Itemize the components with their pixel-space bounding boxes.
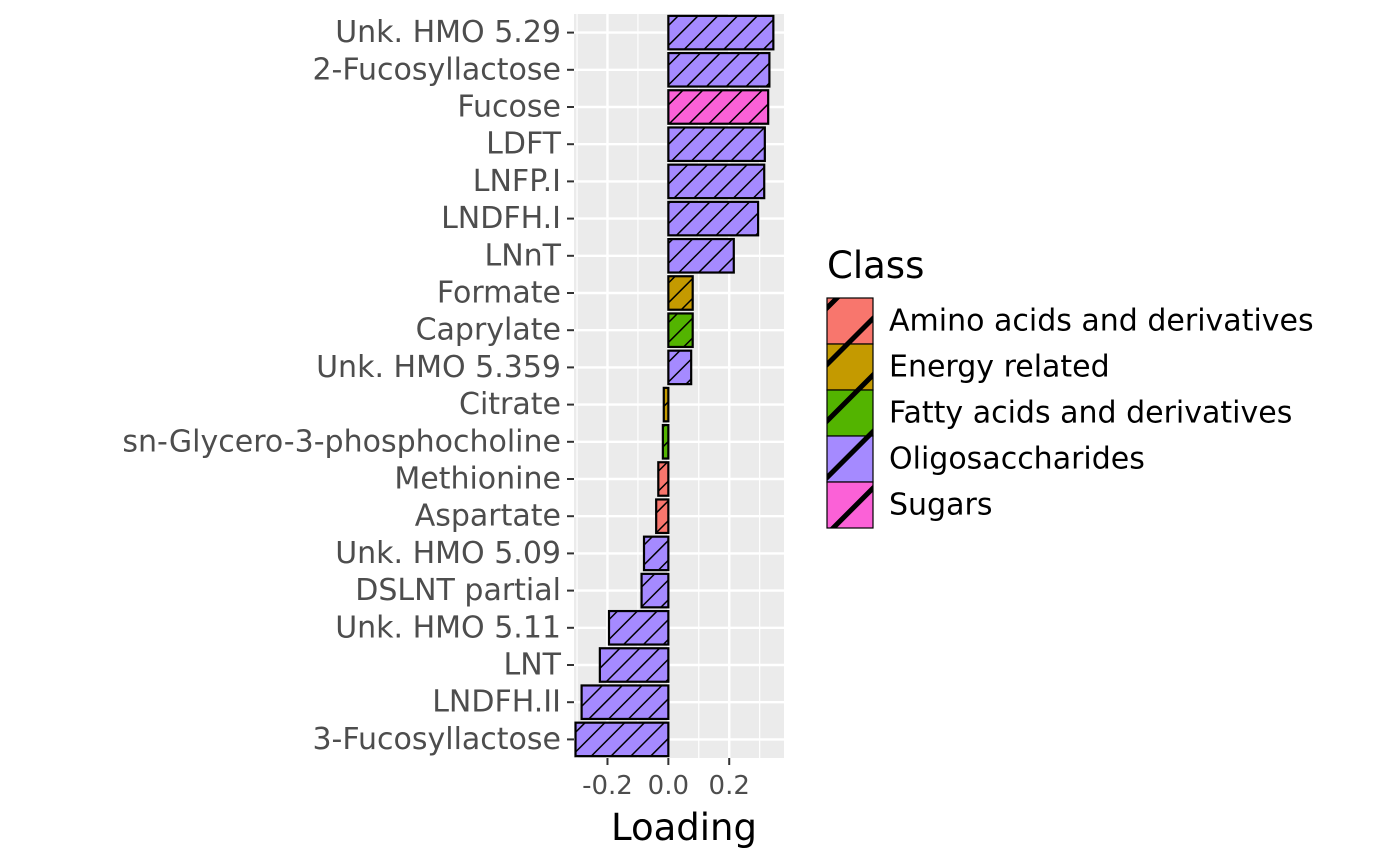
bar <box>598 647 670 683</box>
x-tick-label: 0.0 <box>648 771 689 801</box>
bar <box>667 200 760 237</box>
y-axis: Unk. HMO 5.292-FucosyllactoseFucoseLDFTL… <box>122 15 574 757</box>
legend-label: Energy related <box>889 350 1110 385</box>
y-tick-label: Citrate <box>459 387 561 422</box>
x-tick-label: -0.2 <box>582 771 633 801</box>
legend-label: Oligosaccharides <box>889 442 1145 477</box>
y-tick-label: Aspartate <box>415 499 561 534</box>
y-tick-label: LNFP.I <box>473 164 561 199</box>
y-tick-label: Fucose <box>457 90 561 125</box>
bar <box>667 349 693 386</box>
bar <box>667 163 766 200</box>
bar <box>580 684 670 721</box>
y-tick-label: Unk. HMO 5.359 <box>316 350 561 385</box>
legend-key <box>826 297 874 345</box>
y-tick-label: sn-Glycero-3-phosphocholine <box>122 424 561 459</box>
legend-key <box>826 435 874 483</box>
y-tick-label: LNDFH.I <box>441 201 561 236</box>
bar <box>607 609 670 646</box>
bar <box>667 14 775 51</box>
legend: Class Amino acids and derivatives Energy … <box>826 244 1314 529</box>
y-tick-label: 2-Fucosyllactose <box>312 52 561 87</box>
bar <box>667 126 766 163</box>
legend-key <box>826 389 874 437</box>
y-tick-label: LNDFH.II <box>432 685 561 720</box>
x-tick-label: 0.2 <box>709 771 750 801</box>
y-tick-label: Caprylate <box>416 313 561 348</box>
bar <box>667 275 694 311</box>
bars <box>574 14 775 758</box>
x-axis: -0.2 0.0 0.2 <box>582 758 750 801</box>
y-tick-label: Formate <box>437 276 561 311</box>
bar <box>657 461 670 497</box>
plot-panel <box>574 14 784 758</box>
y-tick-label: Unk. HMO 5.11 <box>335 610 561 645</box>
bar <box>661 423 670 460</box>
legend-label: Amino acids and derivatives <box>889 304 1314 339</box>
bar <box>667 89 770 125</box>
legend-label: Fatty acids and derivatives <box>889 396 1292 431</box>
y-tick-label: 3-Fucosyllactose <box>312 722 561 757</box>
y-tick-label: LNnT <box>485 238 562 273</box>
y-tick-label: LNT <box>504 648 562 683</box>
y-tick-label: DSLNT partial <box>355 573 561 608</box>
x-axis-title: Loading <box>611 806 757 849</box>
bar <box>667 237 735 274</box>
bar <box>655 498 670 535</box>
y-tick-label: Methionine <box>394 462 561 497</box>
bar <box>640 572 670 609</box>
bar <box>642 535 670 572</box>
legend-title: Class <box>827 244 924 287</box>
bar <box>667 312 694 349</box>
bar <box>662 386 670 423</box>
y-tick-label: Unk. HMO 5.09 <box>335 536 561 571</box>
legend-key <box>826 343 874 391</box>
bar <box>667 51 771 88</box>
y-tick-label: LDFT <box>486 127 562 162</box>
bar <box>574 721 670 758</box>
legend-key <box>826 481 874 529</box>
legend-label: Sugars <box>889 488 992 523</box>
y-tick-label: Unk. HMO 5.29 <box>335 15 561 50</box>
